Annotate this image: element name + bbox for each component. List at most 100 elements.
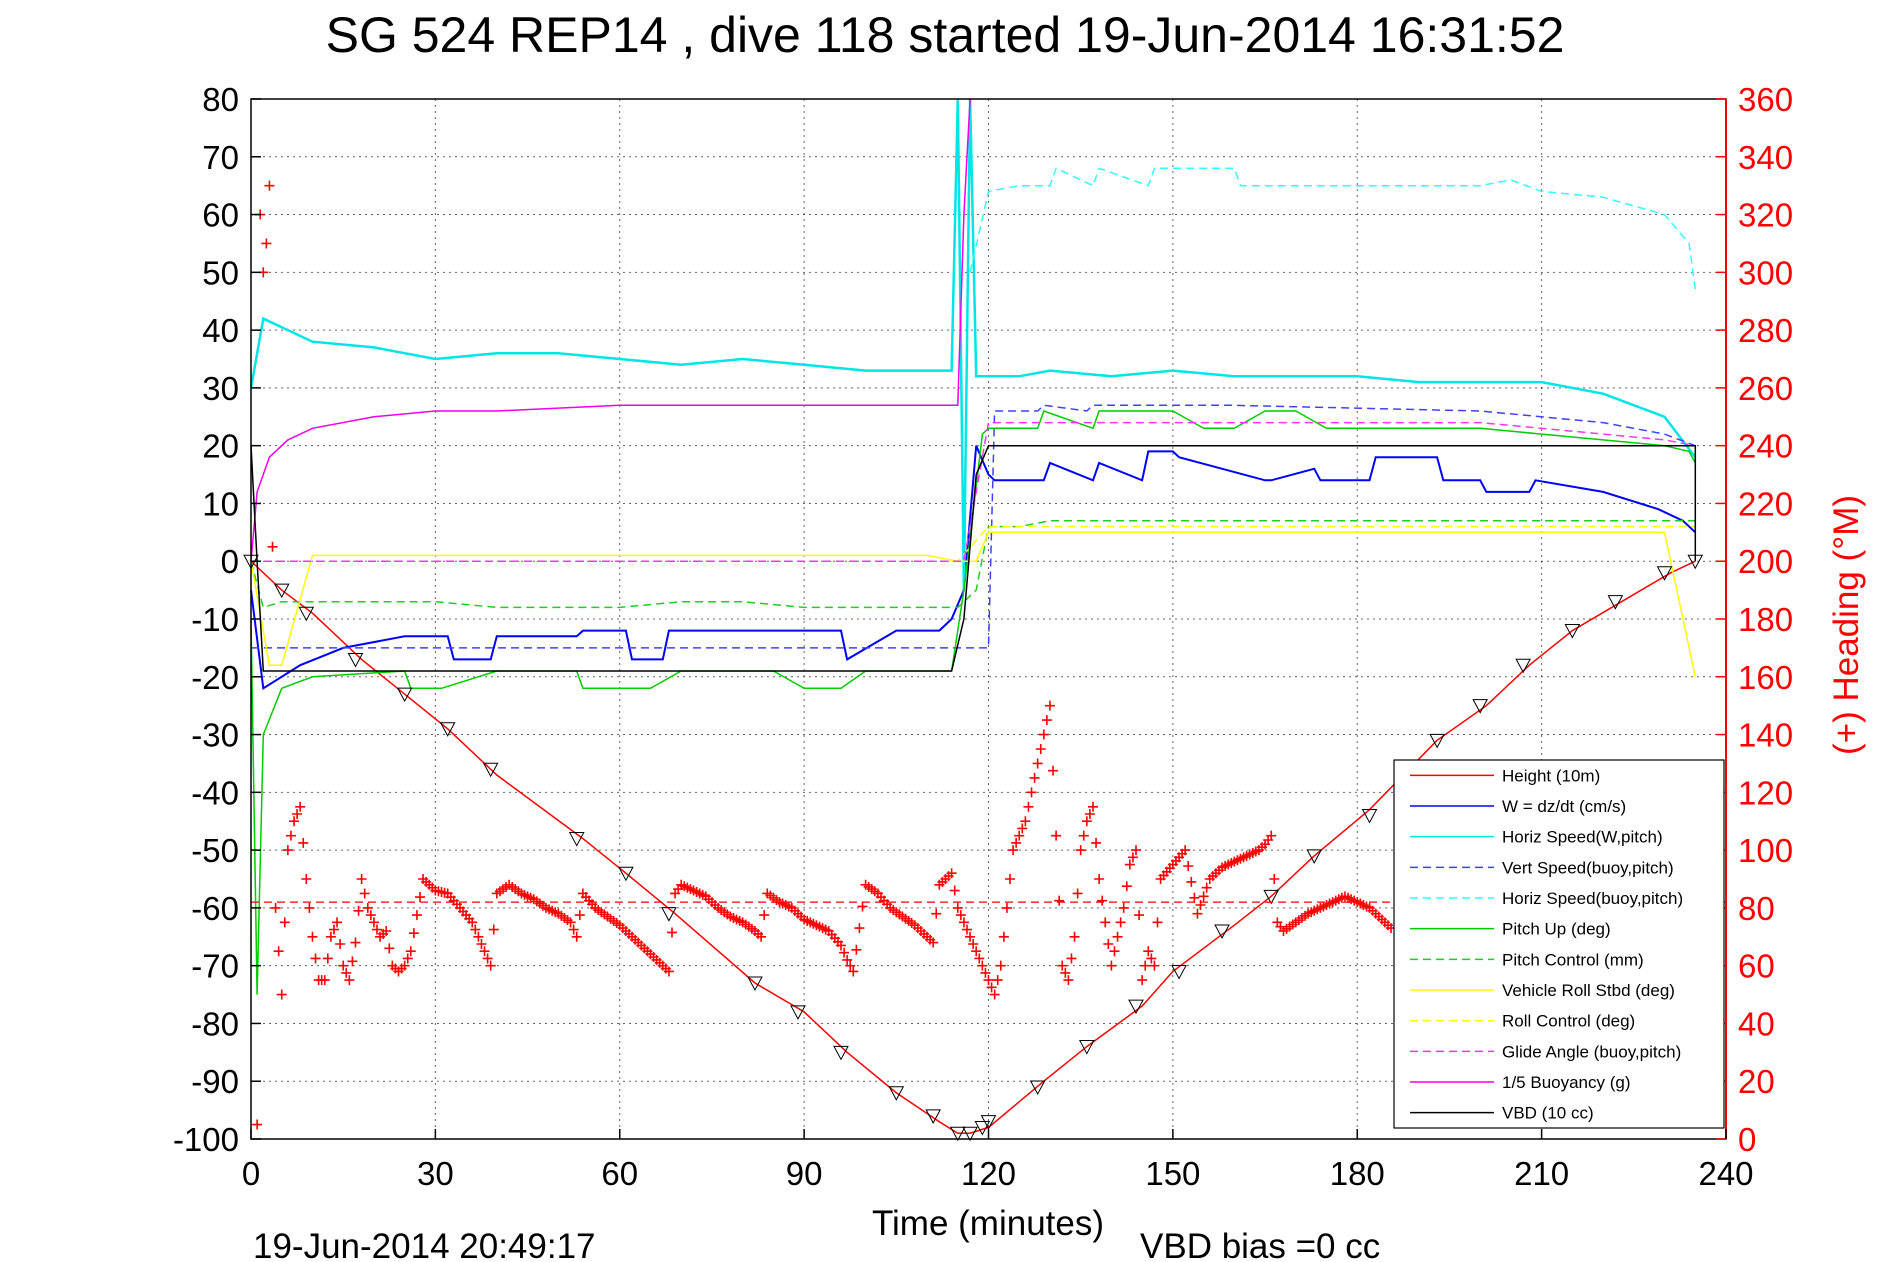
heading-point (1051, 830, 1062, 841)
heading-point (295, 801, 306, 812)
heading-point (405, 946, 416, 957)
y-tick-label-3: 50 (202, 254, 239, 291)
heading-point (663, 966, 674, 977)
heading-point (1109, 946, 1120, 957)
heading-point (341, 967, 352, 978)
heading-point (1008, 845, 1019, 856)
x-tick-label-4: 120 (961, 1155, 1016, 1192)
y-tick-label-2: 60 (202, 197, 239, 234)
legend-label-buoy: 1/5 Buoyancy (g) (1502, 1073, 1631, 1092)
heading-point (325, 931, 336, 942)
heading-point (1115, 917, 1126, 928)
heading-point (298, 837, 309, 848)
heading-point (1152, 917, 1163, 928)
heading-point (1066, 953, 1077, 964)
heading-point (482, 953, 493, 964)
triangle-marker-1 (273, 583, 290, 599)
triangle-marker-12 (833, 1045, 849, 1061)
heading-point (666, 927, 677, 938)
y-tick-label-4: 40 (202, 312, 239, 349)
heading-point (1118, 902, 1129, 913)
y-axis-right-label: (+) Heading (°M) (1827, 495, 1866, 755)
heading-point (1106, 960, 1117, 971)
triangle-marker-2 (298, 606, 315, 622)
heading-point (371, 924, 382, 935)
heading-point (946, 868, 957, 879)
heading-point (854, 923, 865, 934)
triangle-marker-23 (1214, 924, 1230, 940)
heading-point (1143, 946, 1154, 957)
legend-label-pitch_ctrl: Pitch Control (mm) (1502, 950, 1644, 969)
heading-point (488, 924, 499, 935)
y-tick-label-18: -100 (173, 1121, 239, 1158)
heading-point (350, 937, 361, 948)
heading-point (1081, 816, 1092, 827)
series-line-roll (250, 531, 1697, 677)
heading-point (1048, 765, 1059, 776)
y-right-tick-label-9: 180 (1738, 601, 1793, 638)
heading-point (857, 901, 868, 912)
y-right-tick-label-0: 360 (1738, 81, 1793, 118)
heading-point (1094, 874, 1105, 884)
y-tick-label-17: -90 (191, 1063, 239, 1100)
heading-point (1192, 908, 1203, 919)
y-right-tick-label-17: 20 (1738, 1063, 1775, 1100)
heading-point (347, 956, 358, 967)
legend-label-horiz_buoy: Horiz Speed(buoy,pitch) (1502, 889, 1683, 908)
heading-point (1032, 758, 1043, 769)
triangle-marker-33 (1687, 554, 1704, 570)
heading-point (836, 940, 846, 951)
y-tick-label-14: -60 (191, 890, 239, 927)
triangle-marker-22 (1171, 964, 1187, 980)
y-right-tick-label-4: 280 (1738, 312, 1793, 349)
y-tick-label-0: 80 (202, 81, 239, 118)
y-right-tick-label-13: 100 (1738, 832, 1793, 869)
heading-point (1044, 700, 1055, 711)
chart-title: SG 524 REP14 , dive 118 started 19-Jun-2… (326, 7, 1565, 63)
heading-point (995, 960, 1006, 971)
series-line-pitch_ctrl (250, 520, 1696, 609)
heading-point (282, 845, 293, 856)
heading-point (304, 902, 315, 913)
y-axis-right-ticks: 3603403203002802602402202001801601401201… (1716, 81, 1793, 1158)
heading-point (1060, 967, 1071, 978)
heading-point (356, 874, 367, 884)
heading-point (1186, 876, 1197, 887)
y-right-tick-label-10: 160 (1738, 659, 1793, 696)
heading-point (1063, 975, 1074, 986)
y-right-tick-label-12: 120 (1738, 774, 1793, 811)
heading-point (479, 946, 490, 957)
heading-point (983, 975, 994, 986)
legend: Height (10m) W = dz/dt (cm/s) Horiz Speed(… (1393, 759, 1725, 1129)
heading-point (1057, 960, 1068, 971)
triangle-marker-8 (618, 866, 634, 882)
heading-point (267, 541, 278, 552)
legend-label-roll_ctrl: Roll Control (deg) (1502, 1012, 1635, 1031)
x-tick-label-6: 180 (1330, 1155, 1385, 1192)
heading-point (1112, 931, 1123, 942)
heading-point (1103, 939, 1114, 949)
triangle-marker-26 (1361, 808, 1378, 824)
heading-point (571, 931, 582, 942)
triangle-marker-28 (1472, 699, 1489, 714)
triangle-marker-10 (747, 976, 763, 992)
heading-point (1100, 917, 1111, 928)
heading-point (261, 238, 272, 249)
heading-point (276, 989, 287, 1000)
heading-point (1084, 809, 1095, 819)
triangle-marker-15 (949, 1126, 966, 1142)
heading-point (1005, 874, 1016, 884)
triangle-marker-25 (1306, 849, 1323, 864)
heading-point (928, 937, 939, 948)
triangle-marker-13 (888, 1086, 905, 1101)
heading-point (1017, 823, 1028, 834)
heading-point (307, 931, 318, 942)
heading-point (289, 816, 300, 827)
heading-point (1146, 953, 1157, 964)
heading-point (568, 924, 579, 935)
heading-point (319, 975, 330, 986)
heading-point (931, 908, 942, 919)
y-right-tick-label-2: 320 (1738, 197, 1793, 234)
heading-point (344, 975, 355, 986)
y-tick-label-15: -70 (191, 948, 239, 985)
